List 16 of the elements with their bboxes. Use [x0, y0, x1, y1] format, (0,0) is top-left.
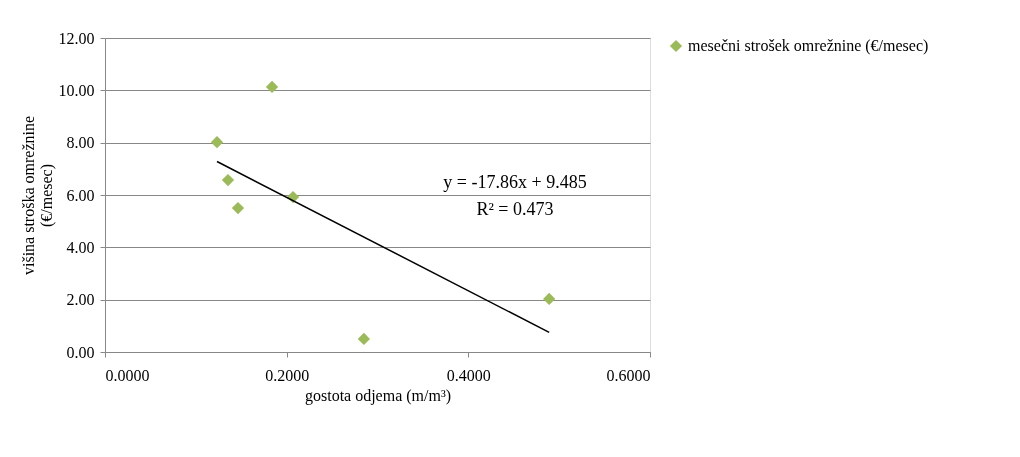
- y-tick-label: 4.00: [66, 238, 95, 256]
- x-axis-title: gostota odjema (m/m³): [304, 386, 452, 405]
- annotation: R² = 0.473: [476, 199, 554, 219]
- x-tick-label: 0.2000: [265, 366, 310, 384]
- x-tick-label: 0.4000: [446, 366, 491, 384]
- y-axis-title: višina stroška omrežnine (€/mesec): [19, 115, 56, 276]
- legend-label: mesečni strošek omrežnine (€/mesec): [688, 37, 929, 55]
- y-tick-label: 12.00: [58, 29, 95, 47]
- y-tick-label: 8.00: [66, 134, 95, 152]
- y-tick-label: 10.00: [58, 81, 95, 99]
- annotation: y = -17.86x + 9.485: [443, 172, 587, 192]
- x-tick-label: 0.0000: [105, 366, 150, 384]
- y-tick-label: 2.00: [66, 291, 95, 309]
- x-tick-label: 0.6000: [606, 366, 651, 384]
- y-tick-label: 6.00: [66, 186, 95, 204]
- y-tick-label: 0.00: [66, 343, 95, 361]
